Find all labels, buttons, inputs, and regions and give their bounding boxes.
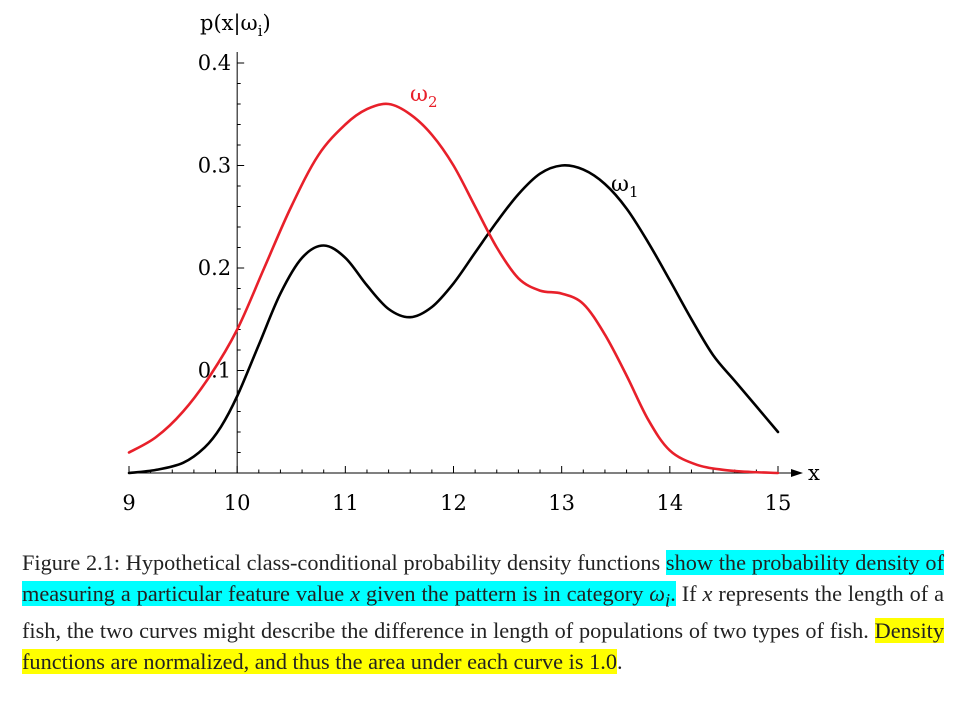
series-label-subscript: 1 (629, 183, 639, 201)
y-axis-label-subscript: i (258, 22, 263, 40)
x-axis-arrow (791, 469, 803, 477)
y-axis-label-suffix: ) (263, 11, 271, 35)
caption-var-x-2: x (702, 580, 713, 606)
curves (127, 102, 780, 475)
caption-part1: Figure 2.1: Hypothetical class-condition… (22, 550, 666, 575)
y-tick-label-0.2: 0.2 (198, 256, 231, 280)
x-tick-label-9: 9 (122, 491, 135, 515)
x-tick-label-13: 13 (548, 491, 575, 515)
caption-hl1b: given the pattern is in category (360, 580, 650, 606)
caption-var-x: x (350, 580, 361, 606)
series-label-symbol: ω (611, 172, 629, 197)
caption-omega-sub: i (665, 589, 671, 611)
x-axis-label: x (808, 461, 820, 485)
series-line-2 (127, 102, 780, 475)
caption-omega: ω (649, 580, 666, 606)
caption-hl1a: show the probability density of measurin… (22, 550, 945, 606)
x-tick-label-14: 14 (656, 491, 683, 515)
axes (129, 52, 803, 477)
x-tick-label-10: 10 (224, 491, 251, 515)
caption-part2b: represents the length of a fish, the two… (22, 580, 945, 644)
series-label-1: ω1 (611, 172, 639, 201)
y-axis-label: p(x|ωi) (200, 11, 271, 40)
x-tick-label-15: 15 (765, 491, 792, 515)
x-tick-label-11: 11 (332, 491, 359, 515)
figure-caption: Figure 2.1: Hypothetical class-condition… (22, 548, 945, 677)
ticks: 9 10 11 12 13 14 150.10.20.30.4 (122, 51, 791, 515)
series-label-subscript: 2 (428, 93, 438, 111)
caption-part3: . (616, 648, 623, 674)
caption-hl1c: . (670, 580, 676, 606)
series-line-1 (127, 164, 780, 475)
figure-plot: 9 10 11 12 13 14 15 0.1 0.2 0.3 0.4 ω1 ω2 p(x|ωi) x (122, 11, 820, 515)
series-label-2: ω2 (410, 82, 438, 111)
y-tick-label-0.3: 0.3 (198, 154, 231, 178)
caption-part2a: If (675, 580, 703, 606)
y-axis-label-prefix: p(x|ω (200, 11, 258, 36)
x-tick-label-12: 12 (440, 491, 467, 515)
series-label-symbol: ω (410, 82, 428, 107)
y-tick-label-0.4: 0.4 (198, 51, 231, 75)
